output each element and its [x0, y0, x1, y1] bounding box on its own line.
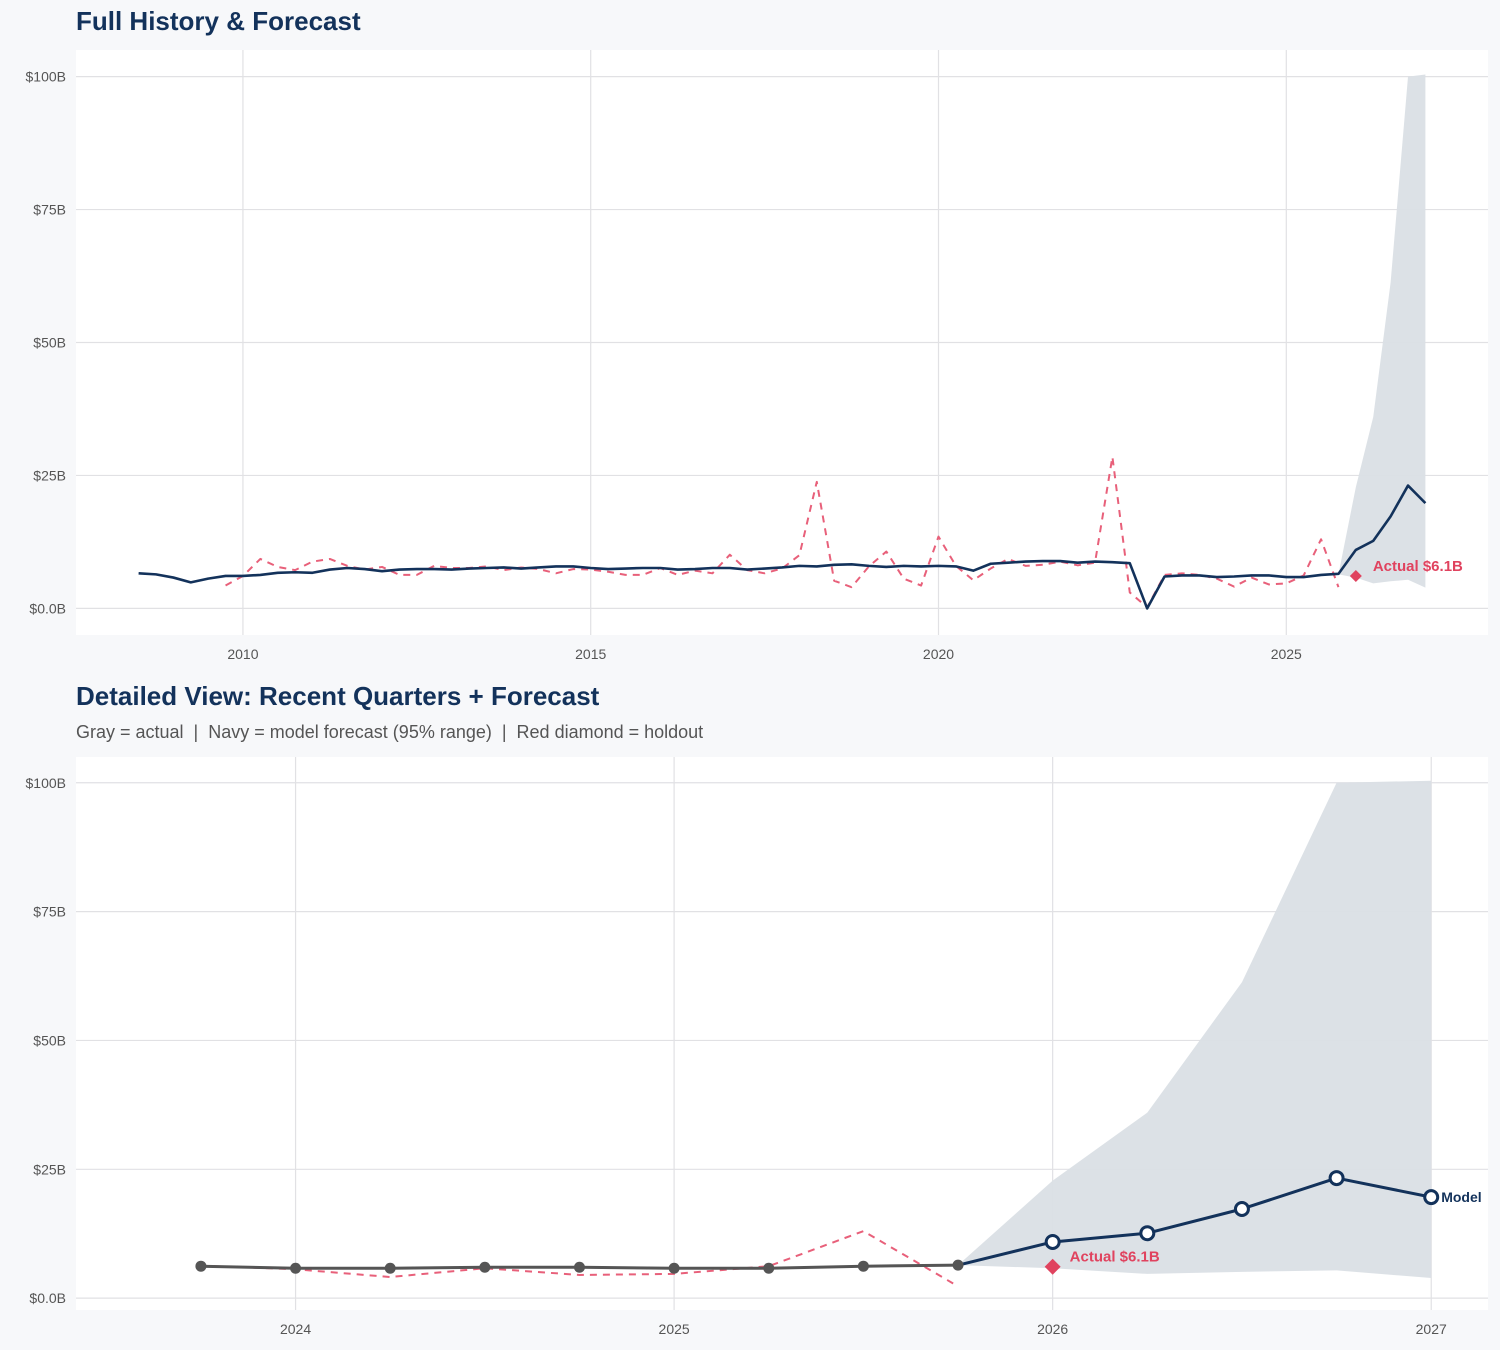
y-tick-label: $75B	[33, 202, 66, 218]
actual-point	[290, 1262, 302, 1274]
x-tick-label: 2026	[1037, 1321, 1068, 1337]
x-tick-label: 2027	[1416, 1321, 1447, 1337]
chart-panel-1: $0.0B $25B $50B $75B $100B 2024 2025 2026 2027 Mo…	[26, 757, 1488, 1337]
y-tick-label: $100B	[26, 69, 66, 85]
holdout-diamond-marker	[1044, 1258, 1061, 1275]
holdout-label: Actual $6.1B	[1373, 558, 1463, 575]
x-tick-label: 2024	[280, 1321, 311, 1337]
actual-point	[573, 1261, 585, 1273]
model-line	[138, 484, 1427, 610]
holdout-diamond-marker	[1349, 569, 1362, 582]
actual-point	[952, 1259, 964, 1271]
model-forecast-point	[1139, 1225, 1156, 1242]
x-tick-label: 2025	[1271, 646, 1302, 662]
x-tick-label: 2025	[659, 1321, 690, 1337]
benchmark-dashed-line	[200, 1230, 959, 1288]
actual-point	[763, 1262, 775, 1274]
bottom-chart-subtitle: Gray = actual | Navy = model forecast (9…	[76, 722, 704, 742]
actual-point	[195, 1260, 207, 1272]
model-forecast-point	[1233, 1200, 1250, 1217]
top-chart-title: Full History & Forecast	[76, 6, 361, 36]
actual-point	[857, 1260, 869, 1272]
actual-point	[479, 1261, 491, 1273]
model-forecast-point	[1423, 1189, 1440, 1206]
forecast-confidence-band	[958, 780, 1432, 1279]
model-forecast-point	[1044, 1233, 1061, 1250]
y-tick-label: $50B	[33, 1032, 66, 1048]
y-tick-label: $25B	[33, 1161, 66, 1177]
x-tick-label: 2015	[575, 646, 606, 662]
x-tick-label: 2010	[227, 646, 258, 662]
model-series-label: Model	[1441, 1189, 1481, 1205]
x-tick-label: 2020	[923, 646, 954, 662]
y-tick-label: $50B	[33, 335, 66, 351]
holdout-label: Actual $6.1B	[1070, 1249, 1160, 1266]
bottom-chart-title: Detailed View: Recent Quarters + Forecas…	[76, 681, 600, 711]
y-tick-label: $100B	[26, 775, 66, 791]
model-forecast-point	[1328, 1170, 1345, 1187]
actual-point	[384, 1262, 396, 1274]
y-tick-label: $0.0B	[29, 600, 66, 616]
y-tick-label: $25B	[33, 467, 66, 483]
y-tick-label: $0.0B	[29, 1290, 66, 1306]
chart-panel-0: $0.0B $25B $50B $75B $100B 2010 2015 2020 2025 Ac…	[26, 50, 1488, 662]
forecast-confidence-band	[1338, 74, 1426, 588]
y-tick-label: $75B	[33, 904, 66, 920]
model-forecast-line	[957, 1176, 1432, 1267]
actual-point	[668, 1262, 680, 1274]
